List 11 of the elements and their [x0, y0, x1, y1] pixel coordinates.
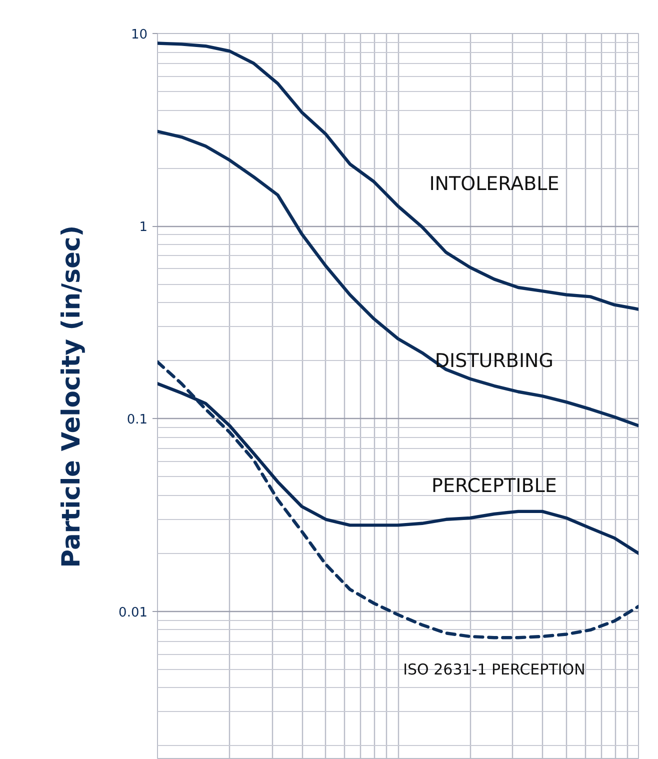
line-series	[158, 42, 638, 311]
y-tick-label: 1	[139, 220, 148, 236]
annotation: DISTURBING	[434, 350, 554, 372]
line-series	[158, 130, 638, 428]
y-tick-label: 0.01	[118, 605, 148, 620]
annotation: INTOLERABLE	[429, 173, 560, 196]
annotation: ISO 2631-1 PERCEPTION	[403, 660, 586, 679]
y-tick-label: 0.1	[126, 412, 148, 428]
y-tick-label: 10	[130, 28, 148, 42]
annotation: PERCEPTIBLE	[432, 475, 557, 497]
y-axis-title: Particle Velocity (in/sec)	[56, 225, 86, 568]
